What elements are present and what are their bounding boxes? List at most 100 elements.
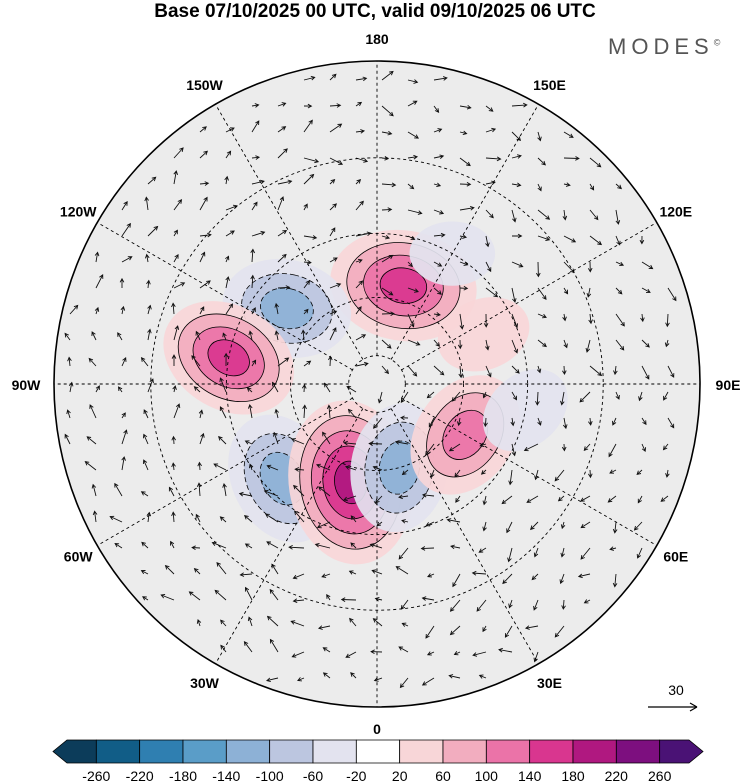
- wind-arrow: [563, 131, 574, 138]
- anomaly-contour: [260, 288, 314, 329]
- wind-arrow: [511, 102, 528, 108]
- wind-arrow: [142, 459, 149, 471]
- longitude-label: 150W: [186, 77, 223, 93]
- wind-arrow: [381, 207, 393, 212]
- wind-arrow: [303, 75, 316, 81]
- wind-arrow: [471, 570, 487, 576]
- wind-arrow: [86, 436, 97, 445]
- wind-arrow: [198, 409, 204, 419]
- wind-arrow: [583, 443, 591, 451]
- wind-arrow: [554, 469, 565, 482]
- wind-arrow: [483, 417, 488, 428]
- wind-arrow: [321, 573, 331, 578]
- wind-arrow: [459, 285, 469, 291]
- wind-arrow: [277, 253, 287, 263]
- wind-arrow: [199, 196, 208, 211]
- reference-vector-label: 30: [668, 682, 684, 698]
- wind-arrow: [612, 417, 617, 426]
- colorbar-swatch: [485, 739, 531, 764]
- wind-arrow: [506, 521, 513, 534]
- wind-arrow: [641, 365, 650, 380]
- wind-arrow: [557, 495, 565, 502]
- wind-arrow: [537, 131, 542, 142]
- longitude-label: 30W: [190, 675, 220, 691]
- wind-arrow: [160, 594, 175, 601]
- wind-arrow: [375, 495, 383, 504]
- wind-arrow: [277, 126, 287, 133]
- map-disc: [53, 60, 701, 708]
- colorbar-tick-label: -60: [303, 768, 323, 783]
- wind-arrow: [381, 70, 394, 81]
- wind-arrow: [302, 404, 307, 419]
- wind-arrow: [665, 469, 670, 478]
- wind-arrow: [247, 616, 253, 627]
- wind-arrow: [641, 261, 654, 270]
- wind-arrow: [303, 203, 308, 211]
- wind-arrow: [453, 651, 461, 656]
- wind-arrow: [485, 156, 502, 162]
- wind-arrow: [589, 183, 595, 191]
- wind-arrow: [381, 234, 391, 240]
- wind-arrow: [277, 148, 288, 159]
- wind-arrow: [329, 257, 338, 263]
- wind-arrow: [318, 486, 331, 497]
- wind-arrow: [347, 408, 357, 419]
- wind-arrow: [173, 199, 183, 211]
- wind-arrow: [588, 417, 593, 426]
- wind-arrow: [511, 209, 517, 223]
- wind-arrow: [191, 355, 201, 367]
- wind-arrow: [251, 201, 258, 211]
- wind-arrow: [121, 357, 127, 367]
- wind-arrow: [314, 542, 331, 549]
- wind-arrow: [248, 330, 253, 341]
- wind-arrow: [244, 543, 253, 549]
- colorbar-swatch: [529, 739, 574, 764]
- wind-arrow: [426, 651, 435, 656]
- wind-arrow: [381, 156, 390, 161]
- wind-arrow: [64, 433, 71, 445]
- wind-arrow: [89, 404, 97, 419]
- contour-line: [379, 267, 428, 304]
- colorbar-swatch: [615, 739, 661, 764]
- wind-arrow: [199, 126, 207, 133]
- wind-arrow: [67, 356, 72, 367]
- wind-arrow: [511, 261, 524, 268]
- wind-arrow: [303, 157, 320, 164]
- wind-arrow: [144, 196, 149, 211]
- wind-arrow: [508, 469, 513, 486]
- contour-line: [442, 409, 489, 460]
- contour-line: [260, 287, 314, 330]
- colorbar-swatch: [182, 739, 227, 764]
- longitude-label: 0: [373, 721, 381, 737]
- wind-arrow: [274, 330, 280, 341]
- wind-arrow: [563, 339, 568, 349]
- wind-arrow: [667, 287, 677, 302]
- wind-arrow: [291, 651, 305, 658]
- graticule: [54, 61, 700, 707]
- wind-arrow: [482, 495, 488, 506]
- wind-arrow: [450, 544, 461, 550]
- wind-arrow: [535, 391, 540, 406]
- wind-arrow: [589, 235, 603, 246]
- wind-arrow: [292, 573, 305, 580]
- chart-title: Base 07/10/2025 00 UTC, valid 09/10/2025…: [154, 1, 596, 22]
- wind-arrow: [147, 304, 152, 315]
- wind-arrow: [537, 339, 547, 348]
- wind-arrow: [147, 328, 152, 341]
- wind-arrow: [615, 183, 623, 190]
- wind-arrow: [615, 209, 621, 225]
- wind-arrow: [372, 417, 383, 429]
- wind-arrow: [368, 441, 383, 446]
- wind-arrow: [636, 547, 643, 559]
- wind-arrow: [94, 251, 100, 263]
- wind-arrow: [355, 361, 369, 367]
- wind-arrow: [420, 546, 435, 551]
- wind-arrow: [476, 599, 487, 612]
- colorbar-swatch: [225, 739, 271, 764]
- meridian-line: [215, 104, 364, 360]
- reference-vector: 30: [648, 682, 698, 712]
- wind-arrow: [612, 573, 618, 588]
- wind-arrow: [485, 235, 490, 248]
- wind-arrow: [609, 469, 617, 474]
- wind-arrow: [277, 102, 287, 107]
